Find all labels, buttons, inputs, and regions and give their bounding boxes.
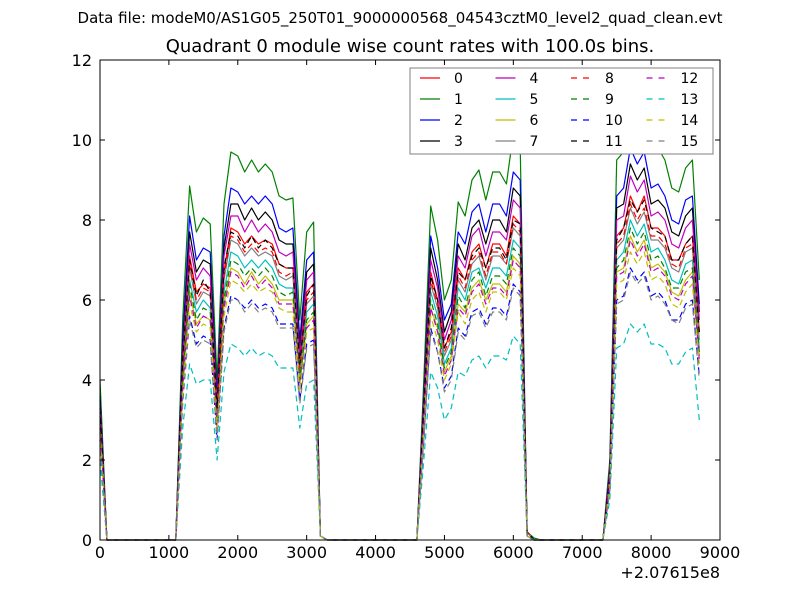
legend-label-9: 9	[605, 92, 614, 108]
y-tick-label: 8	[82, 211, 92, 230]
legend-box	[409, 67, 714, 155]
series-line-13	[99, 323, 700, 541]
legend-label-3: 3	[454, 134, 463, 150]
x-tick-label: 1000	[149, 543, 190, 562]
x-tick-label: 4000	[355, 543, 396, 562]
x-tick-label: 6000	[493, 543, 534, 562]
legend-label-4: 4	[530, 71, 539, 87]
legend-label-7: 7	[530, 134, 539, 150]
legend-label-10: 10	[605, 113, 623, 129]
x-offset-label: +2.07615e8	[620, 563, 720, 582]
legend-label-8: 8	[605, 71, 614, 87]
series-line-12	[99, 239, 700, 541]
chart-suptitle: Data file: modeM0/AS1G05_250T01_90000005…	[77, 9, 723, 27]
x-tick-label: 0	[95, 543, 105, 562]
legend-label-5: 5	[530, 92, 539, 108]
y-tick-label: 0	[82, 531, 92, 550]
series-line-4	[99, 175, 700, 541]
chart-title: Quadrant 0 module wise count rates with …	[165, 36, 655, 57]
legend-label-1: 1	[454, 92, 463, 108]
series-lines	[99, 107, 700, 541]
x-tick-label: 3000	[286, 543, 327, 562]
series-line-15	[99, 271, 700, 541]
x-tick-label: 9000	[700, 543, 741, 562]
x-tick-label: 5000	[424, 543, 465, 562]
series-line-6	[99, 235, 700, 541]
series-line-7	[99, 207, 700, 541]
series-line-9	[99, 227, 700, 541]
series-line-14	[99, 251, 700, 541]
legend-label-0: 0	[454, 71, 463, 87]
x-tick-label: 8000	[631, 543, 672, 562]
y-tick-label: 6	[82, 291, 92, 310]
legend-label-6: 6	[530, 113, 539, 129]
axis-ticks: 0 1000 2000 3000 4000 5000 6000 7000 8000 9000 0 2 4…	[72, 51, 741, 562]
legend-label-15: 15	[681, 134, 699, 150]
y-tick-label: 12	[72, 51, 92, 70]
legend-label-11: 11	[605, 134, 623, 150]
series-line-3	[99, 163, 700, 541]
x-tick-label: 2000	[217, 543, 258, 562]
legend-label-12: 12	[681, 71, 699, 87]
legend-label-13: 13	[681, 92, 699, 108]
series-line-10	[99, 267, 700, 541]
legend-label-14: 14	[681, 113, 699, 129]
series-line-5	[99, 219, 700, 541]
series-line-11	[99, 199, 700, 541]
y-tick-label: 4	[82, 371, 92, 390]
legend-label-2: 2	[454, 113, 463, 129]
y-tick-label: 2	[82, 451, 92, 470]
x-tick-label: 7000	[562, 543, 603, 562]
y-tick-label: 10	[72, 131, 92, 150]
